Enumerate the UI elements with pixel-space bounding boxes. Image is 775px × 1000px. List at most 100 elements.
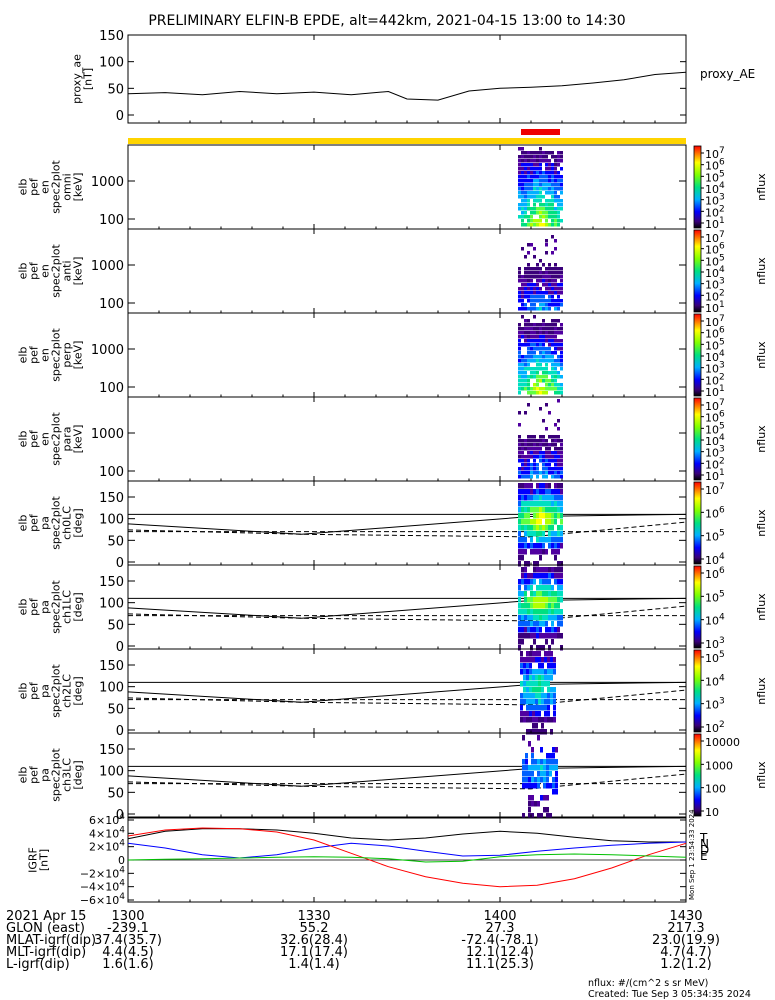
panel-ch2LC-ytick-label: 150 — [99, 659, 124, 674]
axis-table-value: 1400 — [483, 909, 516, 924]
panel-perp-cell — [518, 355, 521, 359]
panel-perp-cell — [530, 359, 533, 363]
panel-ch2LC-cell — [520, 711, 523, 717]
panel-ch1LC-cell — [539, 603, 542, 609]
panel-omni-cell — [527, 199, 530, 203]
panel-perp-cell — [518, 343, 521, 347]
panel-perp-cell — [557, 363, 560, 367]
panel-para-cell — [557, 459, 560, 463]
panel-perp-cell — [545, 379, 548, 383]
panel-ch1LC-cell — [521, 567, 524, 573]
panel-omni-cell — [521, 223, 524, 227]
panel-omni-cell — [542, 223, 545, 227]
panel-perp-cell — [539, 335, 542, 339]
panel-para-cell — [518, 439, 521, 443]
panel-omni-cell — [554, 167, 557, 171]
panel-perp-cell — [551, 319, 554, 323]
panel-ch0LC-cell — [551, 519, 554, 525]
panel-ch1LC-cell — [524, 585, 527, 591]
panel-ch1LC-cell — [560, 567, 563, 573]
panel-perp-cell — [521, 335, 524, 339]
panel-ch2LC-cell — [538, 669, 541, 675]
panel-ch0LC-cell — [521, 543, 524, 549]
panel-ch0LC-cell — [551, 513, 554, 519]
panel-ch0LC-cell — [524, 483, 527, 489]
panel-ch2LC-cbar-label: nflux — [755, 677, 768, 705]
panel-ch3LC-cell — [537, 771, 540, 777]
panel-perp-cell — [518, 371, 521, 375]
panel-ch0LC-cell — [518, 525, 521, 531]
panel-ch0LC-cell — [551, 507, 554, 513]
panel-perp-cell — [524, 379, 527, 383]
panel-perp-cell — [521, 383, 524, 387]
panel-perp-cbar-label: nflux — [755, 341, 768, 369]
panel-ch1LC-cell — [521, 573, 524, 579]
panel-anti-cell — [527, 295, 530, 299]
panel-anti-cbar-label-group: nflux — [755, 257, 768, 285]
panel-ch2LC-cell — [532, 729, 535, 735]
panel-anti-cell — [554, 275, 557, 279]
panel-para-cell — [557, 451, 560, 455]
panel-ch1LC-cell — [548, 627, 551, 633]
panel-ch0LC-cell — [542, 507, 545, 513]
panel-perp-cell — [536, 379, 539, 383]
panel-ch1LC-cell — [524, 615, 527, 621]
panel-ch1LC-cell — [542, 573, 545, 579]
panel-perp-cell — [539, 343, 542, 347]
panel-ch0LC-cell — [521, 537, 524, 543]
panel-anti-cell — [524, 303, 527, 307]
panel-perp-cell — [536, 391, 539, 395]
panel-ch1LC-cell — [539, 591, 542, 597]
panel-omni-cell — [551, 151, 554, 155]
panel-perp-cell — [536, 339, 539, 343]
panel-omni-cell — [554, 179, 557, 183]
panel-ch3LC-cbar-tick-label: 10 — [705, 806, 719, 819]
science-zone-bar — [128, 138, 686, 144]
panel-ch3LC-cell — [531, 801, 534, 807]
panel-perp-cell — [545, 363, 548, 367]
panel-anti-cell — [545, 279, 548, 283]
panel-ch1LC-cell — [527, 597, 530, 603]
panel-ch1LC-cell — [548, 615, 551, 621]
panel-anti-cell — [533, 267, 536, 271]
panel-para-frame — [127, 396, 687, 482]
panel-omni-cell — [557, 163, 560, 167]
panel-ch1LC-cell — [557, 621, 560, 627]
panel-para-cell — [518, 467, 521, 471]
panel-anti-cell — [557, 271, 560, 275]
panel-omni-cell — [554, 171, 557, 175]
panel-omni-cell — [557, 155, 560, 159]
panel-ch2LC-cell — [550, 651, 553, 657]
panel-para-cell — [551, 467, 554, 471]
panel-anti-cell — [560, 283, 563, 287]
panel-anti-cbar-tick-label: 104 — [705, 265, 725, 280]
panel-para-cell — [518, 459, 521, 463]
panel-omni-cell — [536, 167, 539, 171]
panel-ch0LC-cell — [545, 519, 548, 525]
panel-ch1LC-cell — [542, 609, 545, 615]
panel-anti-cell — [545, 275, 548, 279]
panel-ch0LC-cell — [536, 543, 539, 549]
panel-ch1LC-cell — [542, 615, 545, 621]
panel-perp-cell — [545, 335, 548, 339]
panel-ch2LC-cell — [529, 699, 532, 705]
panel-para-cell — [557, 467, 560, 471]
panel-ch2LC-cell — [526, 699, 529, 705]
panel-ch0LC-cell — [536, 531, 539, 537]
panel-omni-cell — [521, 191, 524, 195]
panel-ch2LC-cell — [541, 699, 544, 705]
panel-omni-cell — [536, 175, 539, 179]
panel-perp-cell — [554, 367, 557, 371]
panel-ch0LC-cell — [554, 537, 557, 543]
panel-ch1LC-cbar-label: nflux — [755, 593, 768, 621]
panel-omni-cell — [560, 175, 563, 179]
panel-omni-cell — [524, 207, 527, 211]
panel-perp-cell — [548, 359, 551, 363]
panel-para-cell — [533, 447, 536, 451]
axis-table-value: 32.6(28.4) — [280, 933, 348, 948]
panel-para-cell — [545, 443, 548, 447]
panel-perp-cell — [554, 359, 557, 363]
panel-ch2LC-anti-loss-cone-line — [127, 689, 687, 706]
panel-anti-cell — [554, 239, 557, 243]
